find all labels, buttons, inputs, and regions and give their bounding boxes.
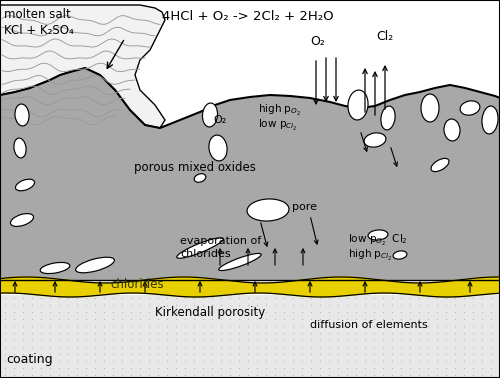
- Text: low p$_{O_2}$  Cl$_2$: low p$_{O_2}$ Cl$_2$: [348, 232, 408, 248]
- Text: high p$_{O_2}$: high p$_{O_2}$: [258, 102, 301, 118]
- Bar: [0, 295, 500, 378]
- Text: molten salt
KCl + K₂SO₄: molten salt KCl + K₂SO₄: [4, 8, 74, 37]
- Text: evaporation of: evaporation of: [180, 236, 261, 246]
- Text: Kirkendall porosity: Kirkendall porosity: [155, 306, 265, 319]
- Bar: [0, 55, 500, 280]
- Ellipse shape: [368, 230, 388, 240]
- Text: O₂: O₂: [214, 115, 226, 125]
- Polygon shape: [0, 5, 165, 128]
- Ellipse shape: [194, 174, 206, 182]
- Ellipse shape: [381, 106, 395, 130]
- Ellipse shape: [348, 90, 368, 120]
- Text: high p$_{Cl_2}$: high p$_{Cl_2}$: [348, 248, 393, 263]
- Text: low p$_{Cl_2}$: low p$_{Cl_2}$: [258, 118, 298, 133]
- Text: chlorides: chlorides: [110, 277, 164, 291]
- Ellipse shape: [76, 257, 114, 273]
- Text: pore: pore: [292, 202, 317, 212]
- Ellipse shape: [202, 103, 218, 127]
- Polygon shape: [0, 0, 500, 128]
- Text: chlorides: chlorides: [180, 249, 230, 259]
- Ellipse shape: [364, 133, 386, 147]
- Ellipse shape: [444, 119, 460, 141]
- Text: diffusion of elements: diffusion of elements: [310, 320, 428, 330]
- Ellipse shape: [10, 214, 34, 226]
- Text: Cl₂: Cl₂: [376, 30, 394, 43]
- Ellipse shape: [431, 158, 449, 172]
- Ellipse shape: [219, 253, 261, 271]
- Ellipse shape: [40, 262, 70, 274]
- Text: 4HCl + O₂ -> 2Cl₂ + 2H₂O: 4HCl + O₂ -> 2Cl₂ + 2H₂O: [162, 10, 334, 23]
- Ellipse shape: [209, 135, 227, 161]
- Text: porous mixed oxides: porous mixed oxides: [134, 161, 256, 175]
- Ellipse shape: [177, 238, 223, 258]
- Text: coating: coating: [6, 353, 52, 367]
- Ellipse shape: [14, 138, 26, 158]
- Ellipse shape: [393, 251, 407, 259]
- Ellipse shape: [460, 101, 480, 115]
- Ellipse shape: [16, 179, 34, 191]
- Ellipse shape: [421, 94, 439, 122]
- Text: O₂: O₂: [310, 35, 326, 48]
- Ellipse shape: [482, 106, 498, 134]
- Ellipse shape: [247, 199, 289, 221]
- Ellipse shape: [15, 104, 29, 126]
